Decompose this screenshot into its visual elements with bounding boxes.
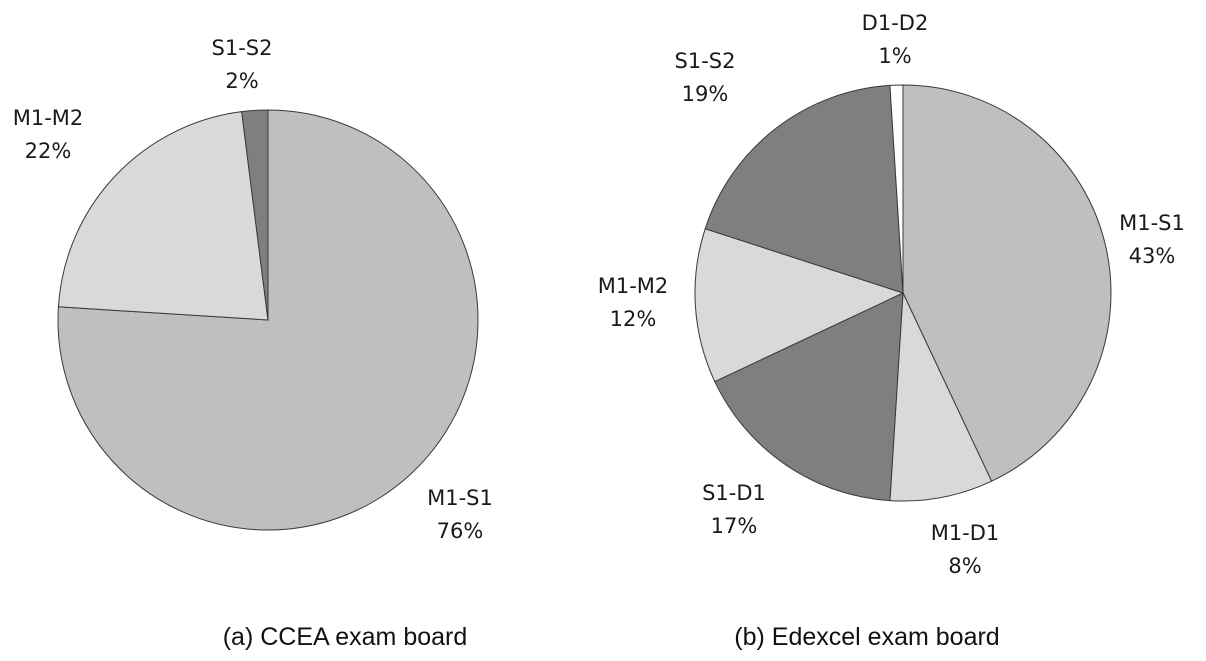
ccea-pct-s1-s2: 2%: [225, 69, 258, 93]
edexcel-label-s1-d1: S1-D1: [702, 481, 766, 505]
ccea-label-m1-s1: M1-S1: [427, 486, 493, 510]
edexcel-pct-d1-d2: 1%: [878, 44, 911, 68]
edexcel-label-m1-d1: M1-D1: [931, 521, 1000, 545]
edexcel-pct-s1-s2: 19%: [682, 82, 729, 106]
edexcel-slice-m1-m2: [694, 228, 905, 383]
edexcel-pct-m1-d1: 8%: [948, 554, 981, 578]
pie-chart-edexcel: M1-S1 43% M1-D1 8% S1-D1 17% M1-M2 12% S1-S2 19% D…: [598, 11, 1185, 578]
edexcel-label-s1-s2: S1-S2: [675, 49, 736, 73]
ccea-pct-m1-m2: 22%: [25, 139, 72, 163]
ccea-slice-m1-s1: [57, 109, 479, 531]
edexcel-label-d1-d2: D1-D2: [862, 11, 929, 35]
edexcel-slice-d1-d2: [889, 84, 904, 294]
edexcel-slice-m1-d1: [889, 292, 993, 502]
edexcel-label-m1-s1: M1-S1: [1119, 211, 1185, 235]
ccea-slice-m1-m2: [57, 111, 269, 321]
edexcel-pct-s1-d1: 17%: [711, 514, 758, 538]
edexcel-slice-s1-s2: [704, 84, 904, 294]
edexcel-pct-m1-m2: 12%: [610, 307, 657, 331]
edexcel-pct-m1-s1: 43%: [1129, 244, 1176, 268]
chart-a-caption: (a) CCEA exam board: [223, 623, 468, 651]
edexcel-slice-s1-d1: [714, 292, 904, 502]
chart-b-caption: (b) Edexcel exam board: [734, 623, 999, 651]
ccea-label-m1-m2: M1-M2: [13, 106, 84, 130]
ccea-slice-s1-s2: [241, 109, 269, 321]
ccea-pct-m1-s1: 76%: [437, 519, 484, 543]
edexcel-label-m1-m2: M1-M2: [598, 274, 669, 298]
ccea-label-s1-s2: S1-S2: [212, 36, 273, 60]
pie-chart-ccea: M1-S1 76% M1-M2 22% S1-S2 2%: [13, 36, 493, 543]
edexcel-slice-m1-s1: [902, 84, 1112, 482]
